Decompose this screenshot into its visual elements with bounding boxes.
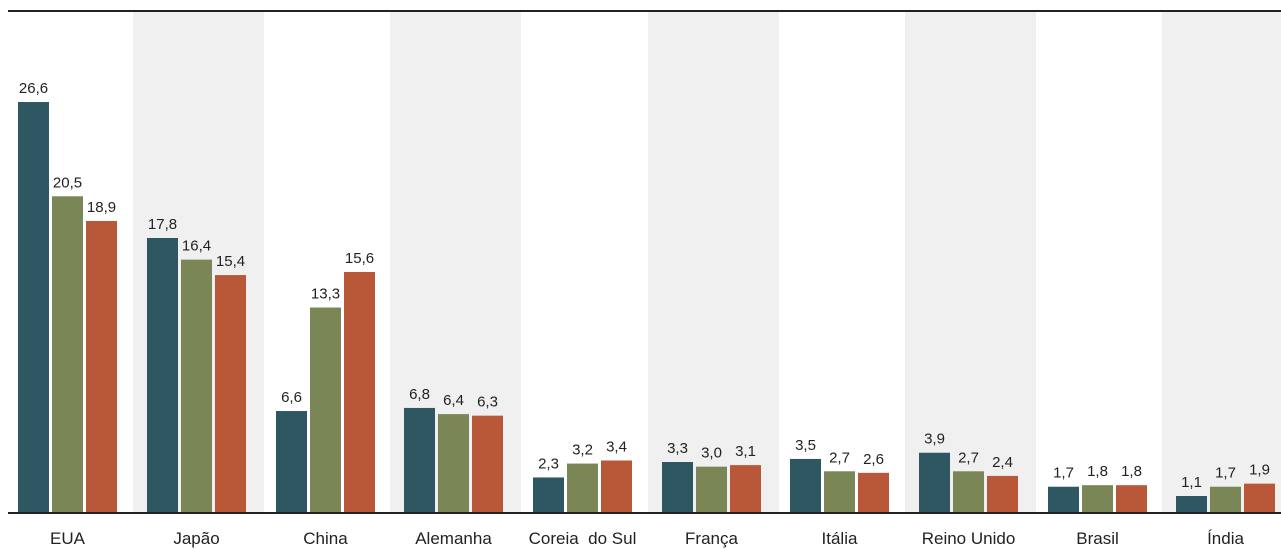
- bar: [438, 414, 469, 513]
- bar: [86, 220, 117, 513]
- data-label: 2,3: [538, 455, 559, 472]
- x-tick-label: Itália: [822, 529, 858, 548]
- bar: [662, 462, 693, 513]
- data-label: 2,7: [829, 449, 850, 466]
- data-label: 13,3: [311, 286, 340, 303]
- data-label: 1,7: [1215, 465, 1236, 482]
- data-label: 1,7: [1053, 465, 1074, 482]
- bar: [1176, 496, 1207, 513]
- bar: [147, 237, 178, 514]
- data-label: 3,4: [606, 438, 627, 455]
- x-tick-label: Índia: [1207, 529, 1244, 548]
- x-tick-label: Japão: [173, 529, 219, 548]
- data-label: 15,6: [345, 250, 374, 267]
- bar: [953, 471, 984, 513]
- bar: [919, 452, 950, 513]
- category-band: [648, 12, 779, 513]
- data-label: 3,3: [667, 440, 688, 457]
- bar: [1244, 483, 1275, 513]
- bars-group: [18, 102, 1275, 514]
- bar: [215, 275, 246, 513]
- bar: [472, 415, 503, 513]
- data-label: 17,8: [148, 216, 177, 233]
- bar: [730, 465, 761, 513]
- data-label: 20,5: [53, 174, 82, 191]
- bar: [181, 259, 212, 513]
- data-label: 3,0: [701, 445, 722, 462]
- bar: [824, 471, 855, 513]
- bar: [18, 102, 49, 513]
- x-tick-labels: EUA Japão China Alemanha Coreia do Sul França…: [50, 529, 1244, 548]
- category-band: [1162, 12, 1281, 513]
- data-labels-group: 26,6 17,8 6,6 6,8 2,3 3,3 3,5 3,9 1,7 1,1 20,5 16,4…: [19, 80, 1270, 491]
- category-bands: [133, 12, 1281, 513]
- bar: [310, 307, 341, 513]
- data-label: 1,8: [1087, 463, 1108, 480]
- bar: [1082, 485, 1113, 513]
- bar: [404, 407, 435, 513]
- x-tick-label: Reino Unido: [922, 529, 1016, 548]
- data-label: 6,6: [281, 389, 302, 406]
- data-label: 6,8: [409, 386, 430, 403]
- data-label: 1,8: [1121, 463, 1142, 480]
- bar: [1210, 486, 1241, 513]
- x-tick-label: EUA: [50, 529, 86, 548]
- x-tick-label: Brasil: [1076, 529, 1119, 548]
- bar: [987, 475, 1018, 513]
- x-tick-label: França: [685, 529, 738, 548]
- bar: [1048, 486, 1079, 513]
- bar: [276, 411, 307, 513]
- data-label: 26,6: [19, 80, 48, 97]
- data-label: 3,9: [924, 431, 945, 448]
- bar: [696, 466, 727, 513]
- data-label: 3,1: [735, 443, 756, 460]
- data-label: 15,4: [216, 253, 245, 270]
- data-label: 2,4: [992, 454, 1013, 471]
- data-label: 1,9: [1249, 462, 1270, 479]
- bar: [567, 463, 598, 513]
- data-label: 3,2: [572, 442, 593, 459]
- x-tick-label: China: [303, 529, 348, 548]
- bar: [601, 460, 632, 513]
- bar: [858, 472, 889, 513]
- data-label: 3,5: [795, 437, 816, 454]
- data-label: 1,1: [1181, 474, 1202, 491]
- x-tick-label: Coreia do Sul: [529, 529, 637, 548]
- bar: [790, 458, 821, 513]
- bar: [533, 477, 564, 513]
- data-label: 2,7: [958, 449, 979, 466]
- bar: [344, 271, 375, 513]
- data-label: 18,9: [87, 199, 116, 216]
- category-band: [905, 12, 1036, 513]
- bar: [52, 196, 83, 513]
- data-label: 2,6: [863, 451, 884, 468]
- x-tick-label: Alemanha: [415, 529, 492, 548]
- data-label: 16,4: [182, 238, 211, 255]
- bar: [1116, 485, 1147, 513]
- data-label: 6,4: [443, 392, 464, 409]
- data-label: 6,3: [477, 394, 498, 411]
